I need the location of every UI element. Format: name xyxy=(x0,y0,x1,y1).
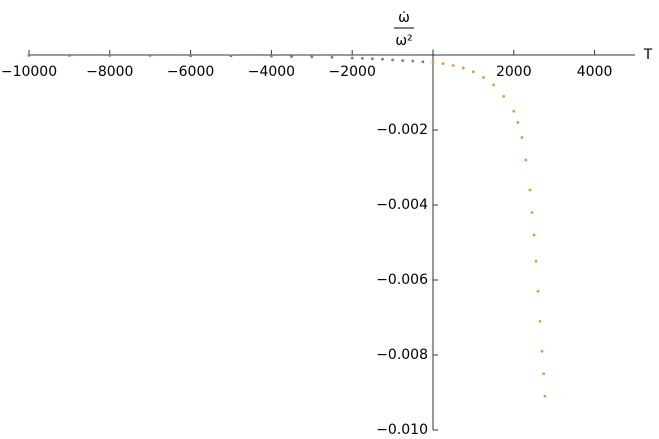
x-tick-label: −8000 xyxy=(86,64,133,80)
x-tick-label: −10000 xyxy=(1,64,57,80)
data-point xyxy=(482,76,485,79)
data-point xyxy=(108,53,112,57)
data-point xyxy=(441,62,445,66)
data-point xyxy=(536,289,540,293)
data-point xyxy=(492,83,495,87)
data-point xyxy=(360,56,364,60)
data-point xyxy=(290,55,293,58)
x-label: T xyxy=(643,47,653,63)
data-point xyxy=(502,94,506,98)
y-tick-label: −0.008 xyxy=(376,347,428,363)
data-point xyxy=(189,54,193,58)
data-point xyxy=(411,59,415,63)
y-label-numerator: ω̇ xyxy=(398,10,410,26)
data-point xyxy=(431,61,435,64)
y-tick-label: −0.006 xyxy=(376,272,428,288)
data-point xyxy=(472,70,475,74)
data-point xyxy=(381,57,384,61)
data-point xyxy=(540,349,544,353)
y-tick-label: −0.004 xyxy=(376,197,428,213)
data-point xyxy=(229,54,233,58)
data-point xyxy=(451,64,455,67)
y-tick-label: −0.010 xyxy=(376,422,428,438)
data-point xyxy=(542,372,546,376)
data-point xyxy=(270,54,273,58)
x-tick-label: −4000 xyxy=(248,64,295,80)
data-point xyxy=(524,158,528,162)
data-point xyxy=(148,53,152,57)
data-point xyxy=(530,211,534,214)
x-tick-label: −2000 xyxy=(329,64,376,80)
data-point xyxy=(516,121,520,124)
data-point xyxy=(532,233,536,237)
y-tick-label: −0.002 xyxy=(376,122,428,138)
x-tick-label: 4000 xyxy=(577,64,613,80)
data-point xyxy=(534,259,538,263)
x-tick-label: 2000 xyxy=(496,64,532,80)
data-point xyxy=(310,55,314,59)
data-point xyxy=(421,60,425,64)
data-point xyxy=(538,319,542,323)
data-point xyxy=(512,109,516,113)
data-point xyxy=(401,59,405,63)
data-point xyxy=(528,188,532,192)
x-tick-label: −6000 xyxy=(167,64,214,80)
data-point xyxy=(520,136,524,139)
y-label-denominator: ω² xyxy=(395,33,412,49)
data-point xyxy=(543,394,547,398)
data-point xyxy=(461,66,465,70)
data-point xyxy=(371,57,374,61)
data-point xyxy=(68,53,71,57)
data-point xyxy=(391,58,394,62)
data-point xyxy=(330,55,334,59)
data-point xyxy=(350,56,354,60)
data-point xyxy=(27,53,31,57)
